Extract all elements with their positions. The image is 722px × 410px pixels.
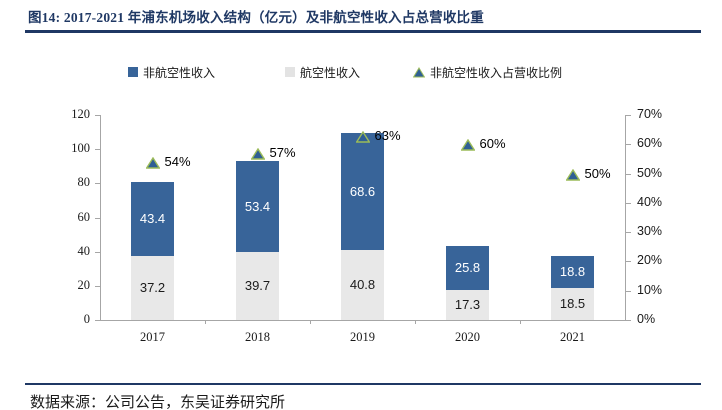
bar-aviation-segment xyxy=(236,252,279,320)
y-axis-right-tick xyxy=(626,232,631,234)
bar-value-label-non-aviation: 25.8 xyxy=(454,260,481,276)
x-axis-tick xyxy=(205,320,206,324)
y-axis-tick-label-right: 50% xyxy=(637,165,663,180)
bar-aviation-segment xyxy=(551,288,594,320)
bar-aviation-segment xyxy=(131,256,174,320)
bar-value-label-non-aviation: 68.6 xyxy=(349,183,376,199)
figure-title: 图14: 2017-2021 年浦东机场收入结构（亿元）及非航空性收入占总营收比… xyxy=(28,10,484,25)
title-divider xyxy=(25,30,701,33)
pct-triangle-marker-icon xyxy=(249,147,266,165)
pct-value-label: 57% xyxy=(269,145,296,161)
bar-aviation-segment xyxy=(446,290,489,320)
y-axis-tick-label-right: 40% xyxy=(637,194,663,209)
bar-non-aviation-segment xyxy=(446,246,489,291)
data-source: 数据来源：公司公告，东吴证券研究所 xyxy=(30,395,286,410)
bottom-divider xyxy=(25,383,701,385)
pct-triangle-marker-icon xyxy=(459,138,476,156)
y-axis-left-tick xyxy=(95,285,100,287)
y-axis-right-tick xyxy=(626,115,631,116)
bar-non-aviation-segment xyxy=(236,160,279,253)
pct-value-label: 54% xyxy=(164,153,191,169)
y-axis-left-tick xyxy=(95,149,100,151)
y-axis-right-tick xyxy=(626,320,631,321)
x-axis-tick xyxy=(520,320,521,324)
triangle-marker-icon xyxy=(413,66,425,77)
pct-value-label: 50% xyxy=(584,165,611,181)
legend-item-pct: 非航空性收入占营收比例 xyxy=(413,62,562,82)
y-axis-tick-label-right: 10% xyxy=(637,282,663,297)
legend-item-non-aviation: 非航空性收入 xyxy=(128,62,215,82)
y-axis-tick-label-right: 70% xyxy=(637,107,663,121)
x-axis-tick-label: 2020 xyxy=(455,330,480,344)
y-axis-tick-label-left: 20 xyxy=(77,277,91,292)
y-axis-tick-label-right: 0% xyxy=(637,312,656,326)
pct-triangle-marker-icon xyxy=(144,156,161,174)
y-axis-tick-label-left: 0 xyxy=(83,312,90,326)
y-axis-left-tick xyxy=(95,320,100,321)
pct-value-label: 60% xyxy=(479,136,506,152)
y-axis-right-tick xyxy=(626,202,631,204)
legend-label: 非航空性收入 xyxy=(143,65,216,80)
y-axis-right-tick xyxy=(626,173,631,175)
x-axis-tick-label: 2018 xyxy=(245,330,270,344)
blue-square-swatch-icon xyxy=(128,67,138,77)
x-axis-tick-label: 2021 xyxy=(560,330,585,344)
bar-value-label-aviation: 39.7 xyxy=(244,278,271,294)
legend-item-aviation: 航空性收入 xyxy=(285,62,360,82)
y-axis-left-tick xyxy=(95,251,100,253)
pct-triangle-marker-icon xyxy=(354,130,371,148)
y-axis-tick-label-left: 80 xyxy=(77,175,91,190)
x-axis-tick-label: 2019 xyxy=(350,330,375,344)
y-axis-tick-label-left: 100 xyxy=(71,141,90,156)
pct-value-label: 63% xyxy=(374,127,401,143)
bar-value-label-non-aviation: 43.4 xyxy=(139,211,166,227)
x-axis-tick-label: 2017 xyxy=(140,330,165,344)
x-axis-tick xyxy=(310,320,311,324)
legend: 非航空性收入 航空性收入 非航空性收入占营收比例 xyxy=(0,62,722,82)
bar-non-aviation-segment xyxy=(341,133,384,251)
legend-label: 非航空性收入占营收比例 xyxy=(430,65,563,80)
y-axis-right-line xyxy=(625,115,626,320)
y-axis-right-tick xyxy=(626,144,631,146)
bar-value-label-aviation: 37.2 xyxy=(139,280,166,296)
y-axis-tick-label-right: 20% xyxy=(637,253,663,268)
bar-non-aviation-segment xyxy=(551,256,594,289)
bar-value-label-aviation: 18.5 xyxy=(559,296,586,312)
bar-value-label-aviation: 40.8 xyxy=(349,277,376,293)
bar-value-label-non-aviation: 53.4 xyxy=(244,198,271,214)
y-axis-left-tick xyxy=(95,183,100,185)
bar-value-label-non-aviation: 18.8 xyxy=(559,264,586,280)
x-axis-line xyxy=(100,320,626,321)
y-axis-left-tick xyxy=(95,217,100,219)
bar-non-aviation-segment xyxy=(131,182,174,257)
legend-label: 航空性收入 xyxy=(300,65,361,80)
bar-aviation-segment xyxy=(341,250,384,320)
y-axis-tick-label-left: 40 xyxy=(77,243,91,258)
y-axis-right-tick xyxy=(626,261,631,263)
bar-value-label-aviation: 17.3 xyxy=(454,297,481,313)
y-axis-left-tick xyxy=(95,115,100,116)
y-axis-tick-label-left: 60 xyxy=(77,209,91,224)
gray-square-swatch-icon xyxy=(285,67,295,77)
y-axis-right-tick xyxy=(626,290,631,292)
revenue-chart: 0 20 40 60 80 100 120 0% 10% 20% 30% 40% 50% 60% 70% 37… xyxy=(71,107,663,344)
x-axis-tick xyxy=(415,320,416,324)
y-axis-tick-label-right: 30% xyxy=(637,224,663,239)
y-axis-tick-label-left: 120 xyxy=(71,107,90,121)
y-axis-tick-label-right: 60% xyxy=(637,136,663,151)
y-axis-left-line xyxy=(100,115,101,320)
pct-triangle-marker-icon xyxy=(564,168,581,186)
